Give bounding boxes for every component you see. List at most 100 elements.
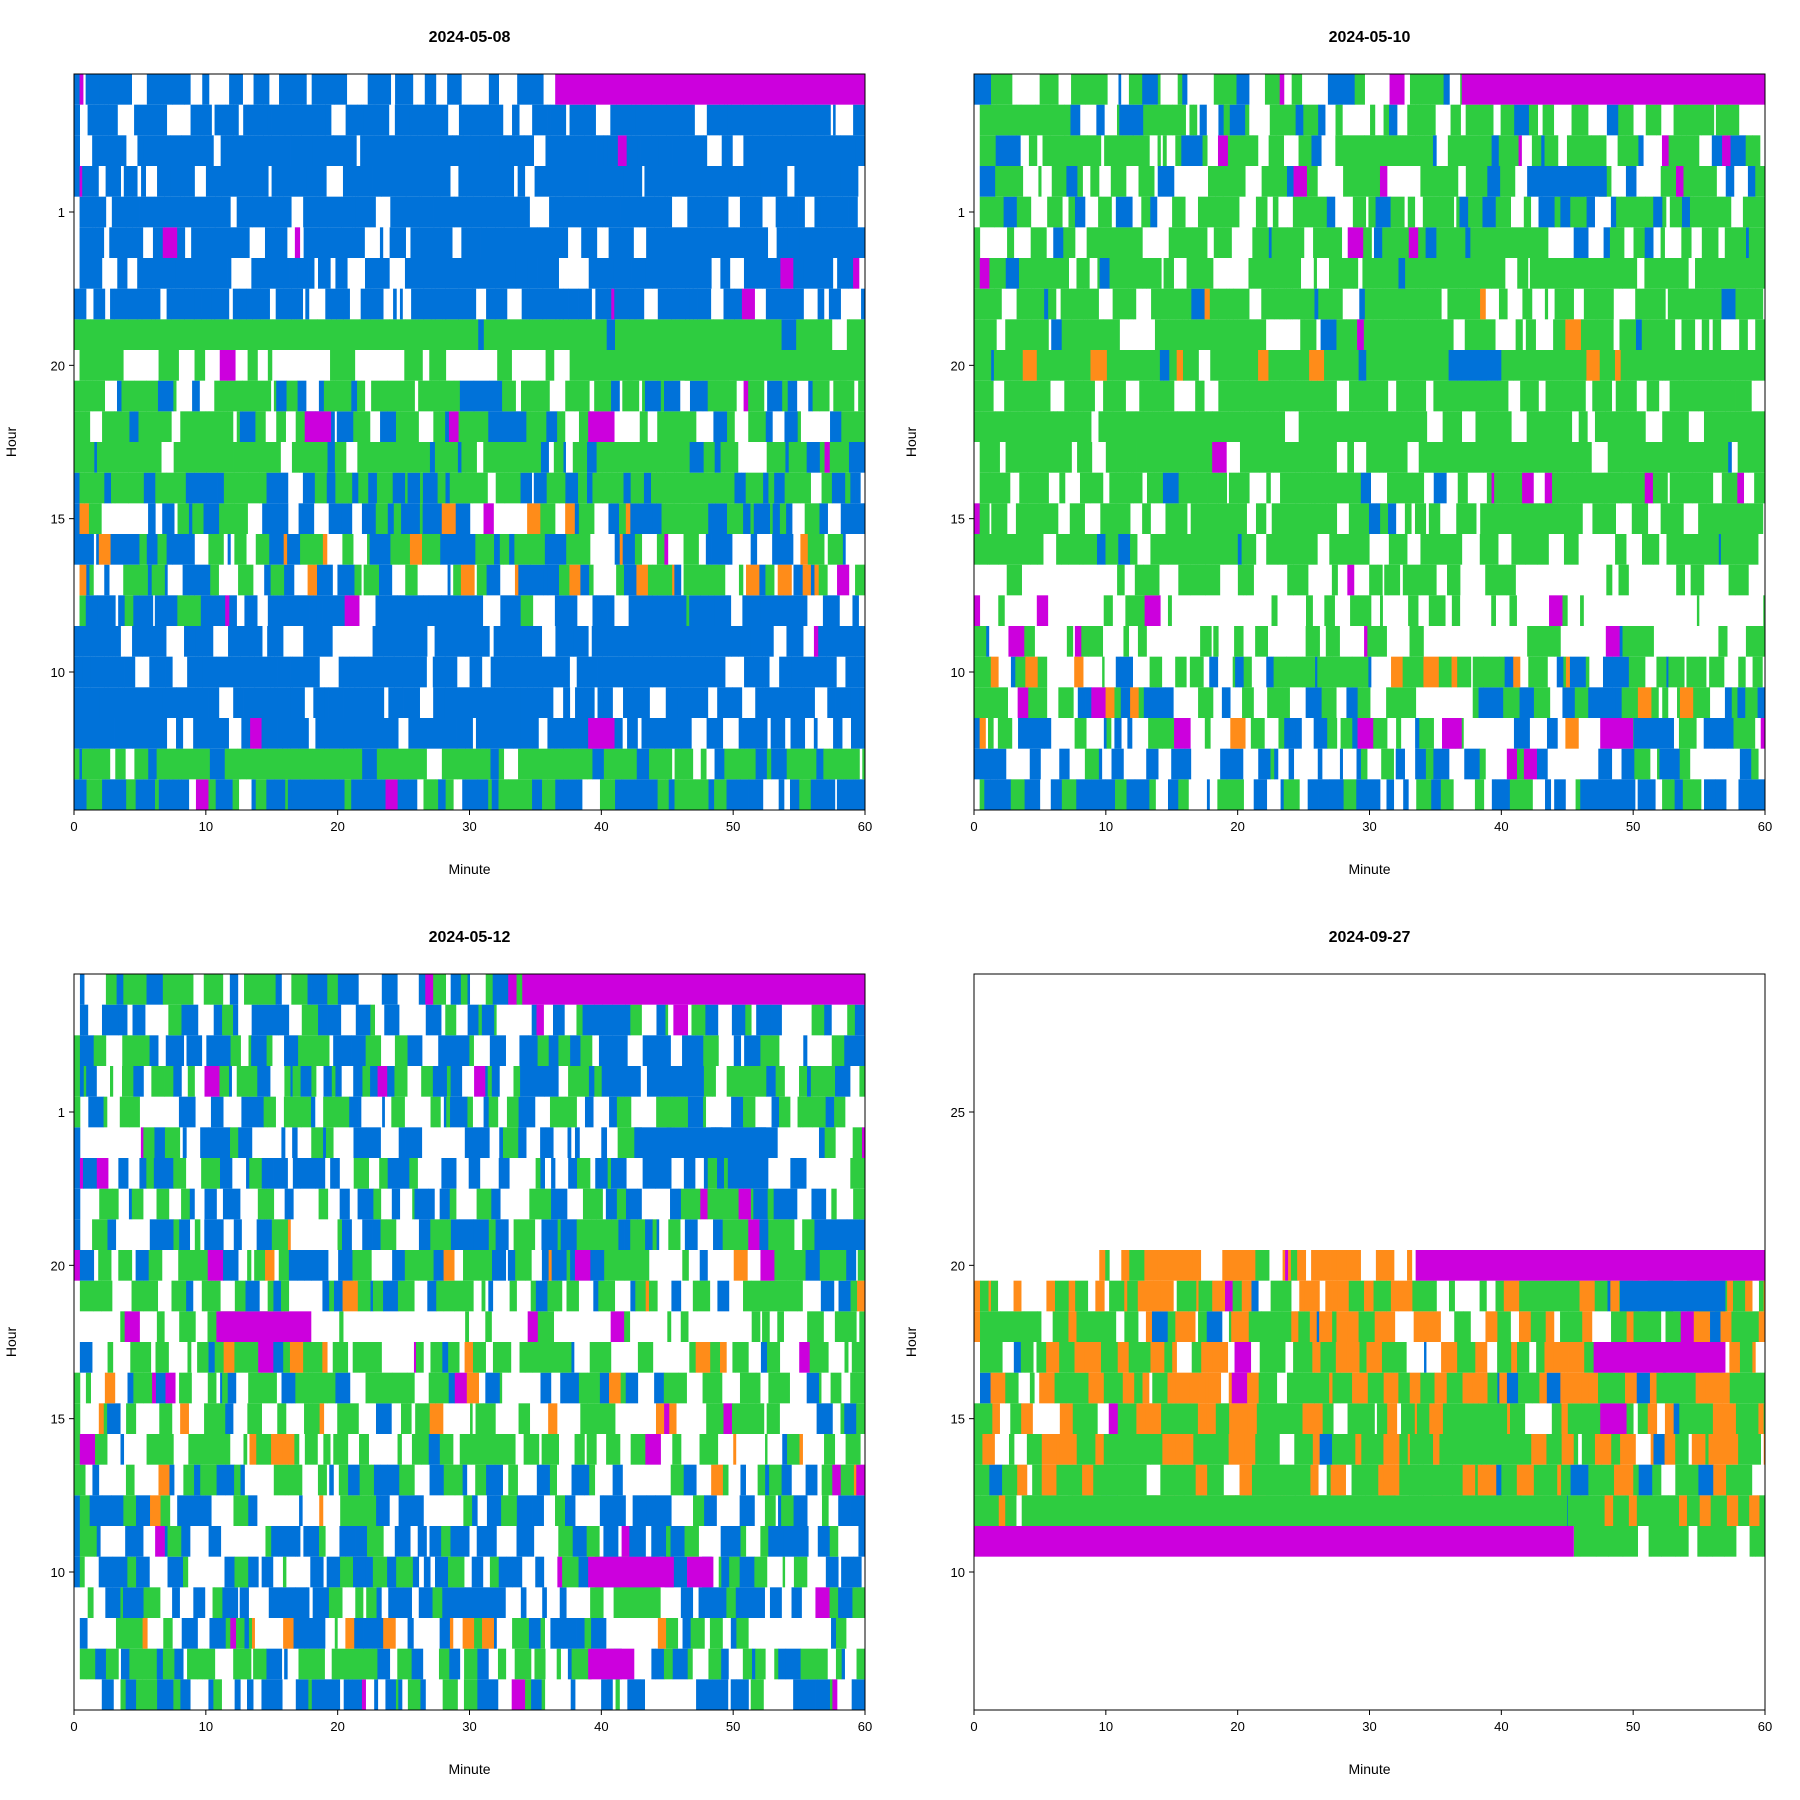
cell-orange [990,1372,1006,1404]
cell-green [616,564,621,596]
x-tick-label: 50 [726,1719,740,1734]
cell-blue [337,974,354,1005]
cell-green [1340,1372,1353,1404]
cell-green [1662,411,1674,442]
cell-blue [512,104,515,136]
cell-green [1021,442,1037,473]
cell-green [98,748,111,780]
cell-green [666,1618,671,1649]
cell-green [1298,135,1312,166]
cell-green [1131,442,1137,473]
cell-magenta [832,1464,842,1496]
cell-blue [209,196,216,228]
cell-green [637,442,652,473]
cell-green [458,411,475,442]
cell-green [733,1219,749,1250]
cell-blue [713,1587,723,1618]
cell-blue [381,974,398,1005]
cell-magenta [1091,687,1106,718]
cell-blue [494,1464,503,1496]
cell-blue [625,1004,631,1036]
cell-green [587,748,593,780]
cell-green [125,319,137,350]
cell-green [1723,442,1729,473]
cell-blue [651,595,668,626]
cell-green [747,472,764,504]
cell-blue [1115,656,1121,688]
cell-blue [335,1372,351,1404]
cell-blue [444,227,453,258]
cell-blue [305,288,310,320]
cell-green [690,1618,694,1649]
cell-green [1030,288,1045,320]
cell-green [1222,196,1240,228]
cell-blue [551,1188,568,1220]
cell-blue [486,1464,496,1496]
cell-green [342,319,360,350]
cell-green [1163,258,1167,289]
cell-blue [133,1066,144,1097]
cell-blue [335,779,345,810]
cell-blue [475,718,481,749]
cell-green [1143,442,1157,473]
cell-orange [655,1403,665,1434]
cell-blue [816,748,824,780]
cell-green [1670,350,1679,381]
cell-green [624,1311,631,1342]
cell-green [415,1403,419,1434]
cell-blue [448,1372,456,1404]
heatmap-svg-4: 2024-09-270 10 20 30 40 50 6010152025MinuteHou… [903,929,1772,1777]
cell-blue [227,1372,237,1404]
cell-blue [610,1158,627,1189]
cell-magenta [204,1066,220,1097]
cell-green [345,1556,354,1588]
cell-green [819,442,825,473]
cell-green [103,1403,108,1434]
cell-blue [230,1464,235,1496]
cell-blue [739,1495,743,1526]
cell-green [1563,258,1579,289]
cell-orange [1095,1434,1105,1465]
cell-green [974,534,981,565]
cell-orange [548,1403,558,1434]
cell-blue [439,196,455,228]
cell-orange [1383,1434,1400,1465]
cell-green [163,1618,173,1649]
cell-magenta [664,1403,670,1434]
cell-green [372,1280,384,1312]
cell-green [574,1434,585,1465]
cell-blue [1011,135,1021,166]
cell-blue [721,135,733,166]
cell-green [1278,166,1288,197]
cell-green [1409,1434,1423,1465]
cell-green [1606,258,1621,289]
cell-blue [857,1035,866,1066]
cell-green [1255,626,1268,657]
cell-green [729,1556,741,1588]
cell-blue [781,166,788,197]
cell-blue [680,1587,694,1618]
cell-green [709,1618,723,1649]
cell-green [1102,656,1105,688]
cell-green [1682,1372,1697,1404]
cell-green [691,1004,696,1036]
cell-orange [695,1342,711,1373]
cell-green [249,1158,263,1189]
cell-green [1213,626,1219,657]
cell-blue [534,166,551,197]
cell-orange [672,564,675,596]
cell-blue [586,288,592,320]
cell-green [1048,288,1052,320]
cell-green [1446,534,1463,565]
cell-green [850,1158,866,1189]
cell-green [142,442,146,473]
cell-green [465,442,472,473]
cell-blue [350,104,358,136]
cell-green [157,472,168,504]
cell-green [1295,472,1312,504]
cell-orange [711,1464,724,1496]
x-tick-label: 40 [594,819,608,834]
cell-green [266,1035,270,1066]
cell-blue [602,196,606,228]
cell-green [1281,380,1288,412]
